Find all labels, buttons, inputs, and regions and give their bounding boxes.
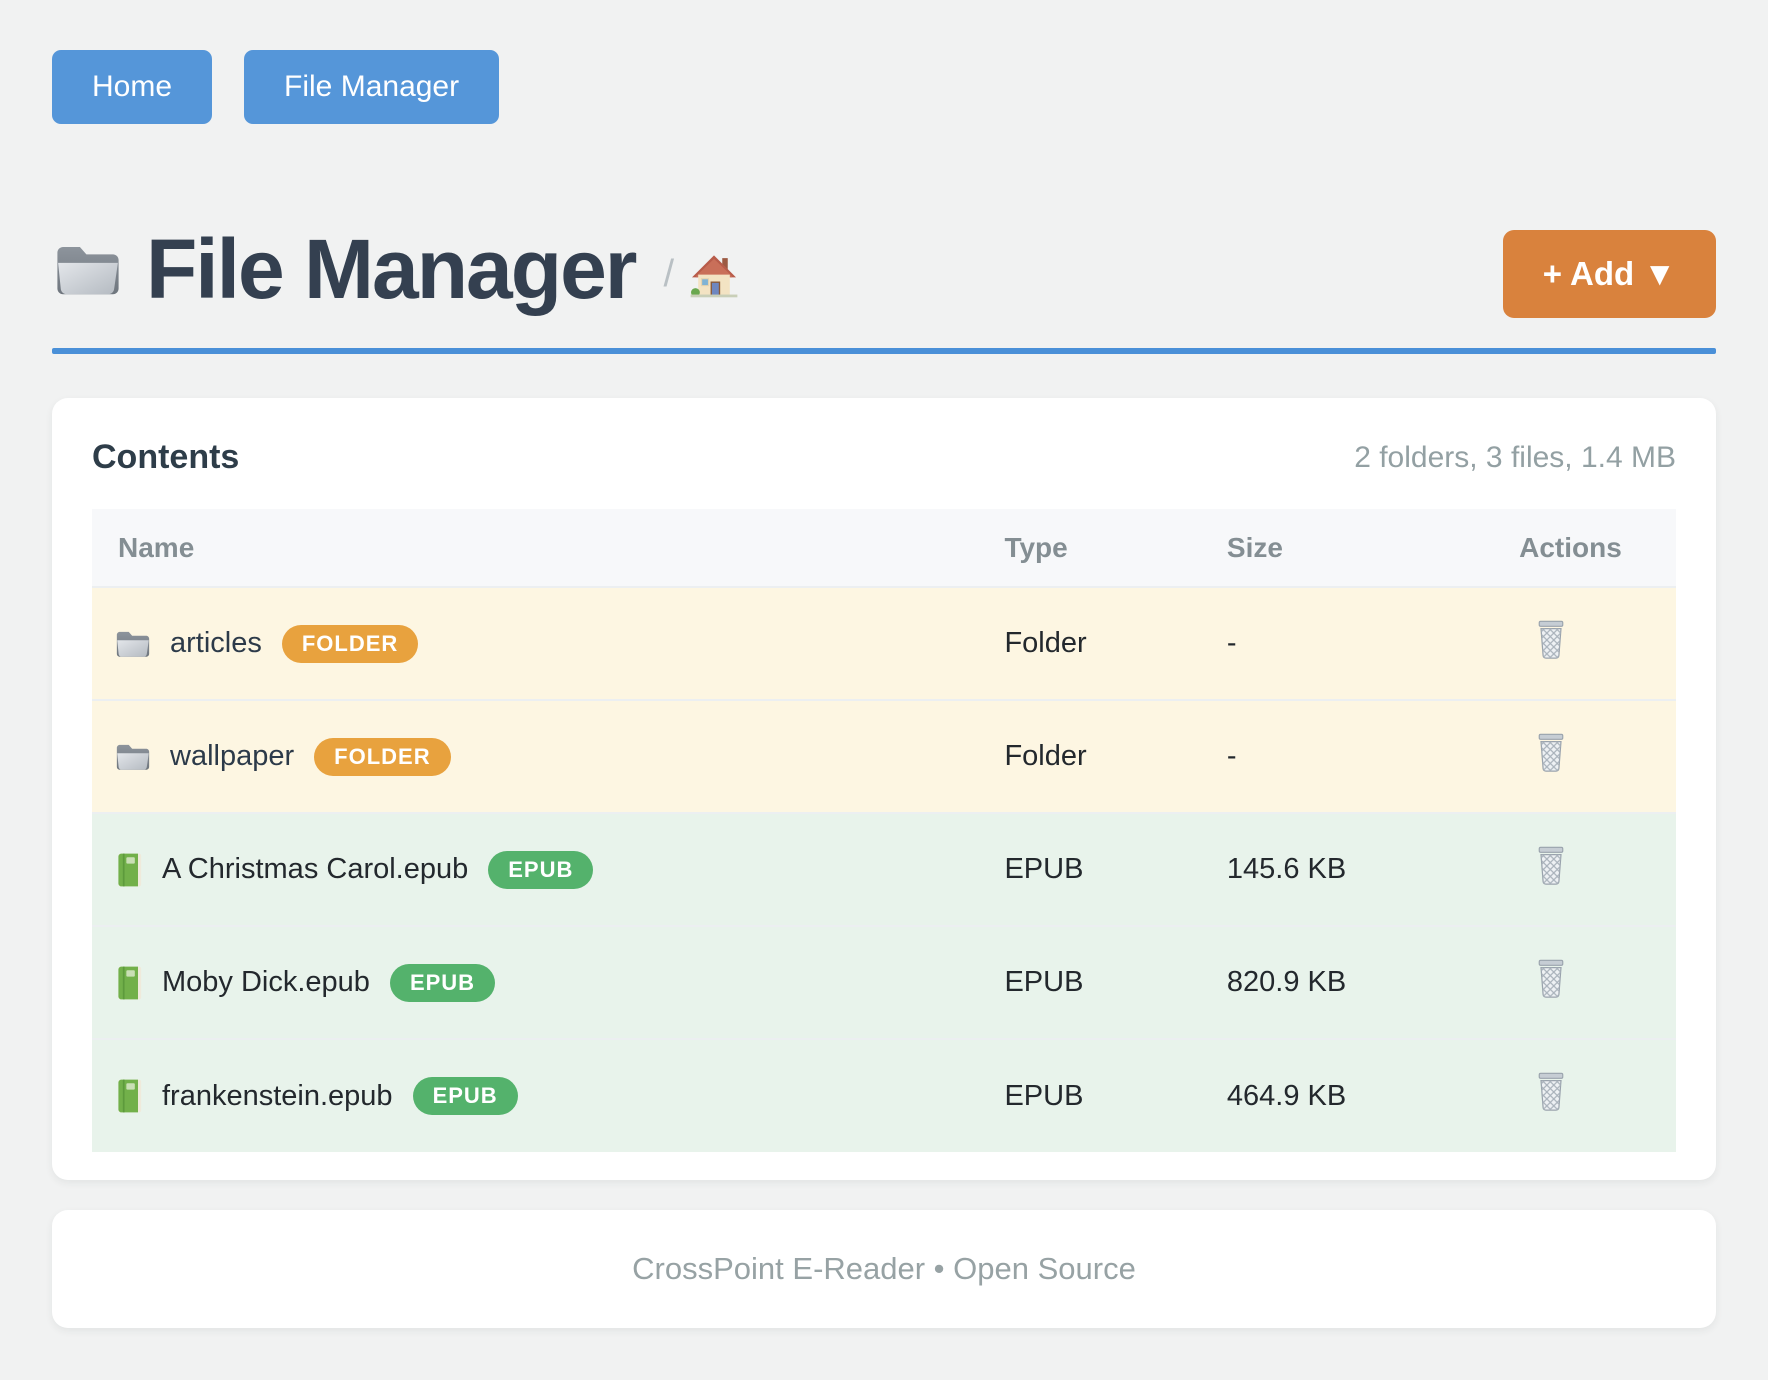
table-header-row: Name Type Size Actions [92, 509, 1676, 587]
folder-badge: FOLDER [314, 737, 451, 776]
add-button[interactable]: + Add ▼ [1502, 230, 1716, 318]
footer-text: CrossPoint E-Reader • Open Source [632, 1251, 1136, 1286]
file-name-link[interactable]: Moby Dick.epub [162, 966, 370, 998]
contents-summary: 2 folders, 3 files, 1.4 MB [1354, 440, 1676, 474]
breadcrumb-separator: / [663, 252, 675, 295]
delete-button[interactable] [1533, 845, 1569, 887]
footer: CrossPoint E-Reader • Open Source [52, 1210, 1716, 1328]
page-title: File Manager [146, 221, 637, 316]
trash-icon [1533, 845, 1569, 887]
file-manager-button[interactable]: File Manager [244, 50, 500, 124]
folder-badge: FOLDER [281, 624, 419, 663]
file-manager-page: Home File Manager File Manager / [52, 50, 1716, 1328]
type-cell: Folder [1004, 586, 1227, 700]
column-header-type: Type [1004, 509, 1227, 587]
epub-badge: EPUB [488, 850, 594, 889]
trash-icon [1533, 958, 1569, 1000]
green-book-icon [114, 965, 144, 1001]
trash-icon [1533, 1071, 1569, 1113]
column-header-size: Size [1226, 509, 1520, 587]
folder-icon [114, 628, 152, 659]
file-name-link[interactable]: wallpaper [170, 740, 295, 772]
file-name-link[interactable]: frankenstein.epub [162, 1079, 393, 1112]
home-button[interactable]: Home [52, 50, 213, 124]
delete-button[interactable] [1533, 732, 1569, 774]
type-cell: EPUB [1004, 1038, 1227, 1152]
table-row-moby-dick: Moby Dick.epub EPUB EPUB 820.9 KB [92, 925, 1676, 1039]
contents-heading: Contents [92, 438, 240, 476]
epub-badge: EPUB [389, 963, 496, 1002]
folder-icon [52, 238, 124, 300]
table-row-articles: articles FOLDER Folder - [92, 586, 1676, 700]
house-with-garden-icon[interactable] [690, 254, 738, 298]
delete-button[interactable] [1533, 1071, 1569, 1113]
header-divider [52, 348, 1716, 354]
type-cell: EPUB [1004, 812, 1227, 926]
size-cell: 145.6 KB [1226, 812, 1520, 926]
table-row-christmas-carol: A Christmas Carol.epub EPUB EPUB 145.6 K… [92, 812, 1676, 926]
type-cell: EPUB [1004, 925, 1227, 1039]
title-wrap: File Manager / [52, 221, 738, 318]
delete-button[interactable] [1533, 619, 1569, 661]
folder-icon [114, 741, 152, 772]
delete-button[interactable] [1533, 958, 1569, 1000]
green-book-icon [114, 1078, 144, 1114]
contents-card-header: Contents 2 folders, 3 files, 1.4 MB [92, 438, 1676, 477]
contents-card: Contents 2 folders, 3 files, 1.4 MB Name… [52, 398, 1716, 1180]
column-header-actions: Actions [1519, 509, 1676, 587]
green-book-icon [114, 852, 144, 888]
trash-icon [1533, 732, 1569, 774]
table-row-frankenstein: frankenstein.epub EPUB EPUB 464.9 KB [92, 1038, 1676, 1152]
epub-badge: EPUB [412, 1077, 518, 1115]
trash-icon [1533, 619, 1569, 661]
file-name-link[interactable]: articles [170, 627, 262, 659]
file-name-link[interactable]: A Christmas Carol.epub [162, 853, 469, 885]
column-header-name: Name [92, 509, 1005, 587]
size-cell: 464.9 KB [1226, 1038, 1520, 1152]
size-cell: - [1226, 586, 1520, 700]
file-table: Name Type Size Actions articles [92, 509, 1676, 1152]
type-cell: Folder [1004, 699, 1227, 813]
page-header: File Manager / + Add ▼ [52, 220, 1716, 318]
table-row-wallpaper: wallpaper FOLDER Folder - [92, 699, 1676, 813]
breadcrumb-nav: Home File Manager [52, 50, 1716, 124]
size-cell: - [1226, 699, 1520, 813]
size-cell: 820.9 KB [1226, 925, 1520, 1039]
